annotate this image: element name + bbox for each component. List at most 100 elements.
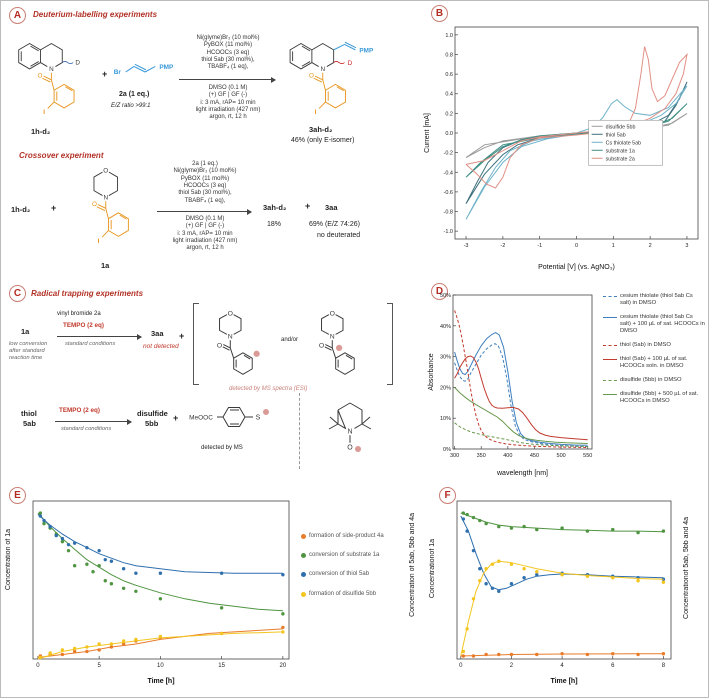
label-thiol: thiol bbox=[21, 409, 37, 418]
panel-b: B -3 -2 -1 0 1 2 3 -1.0 -0.8 -0.6 -0.4 -0.2 0.0 0.2 0.… bbox=[419, 3, 708, 279]
svg-text:1: 1 bbox=[612, 243, 615, 249]
legend-item: conversion of substrate 1a bbox=[301, 552, 407, 559]
atom-o: O bbox=[228, 310, 233, 317]
atom-n: N bbox=[103, 195, 108, 202]
uv-legend: cesium thiolate (thiol 5ab Cs salt) in D… bbox=[603, 293, 705, 411]
panel-a-badge: A bbox=[9, 7, 26, 24]
svg-text:substrate 1a: substrate 1a bbox=[606, 148, 635, 154]
svg-text:-1.0: -1.0 bbox=[444, 229, 453, 235]
atom-i: I bbox=[315, 109, 317, 116]
svg-text:1.0: 1.0 bbox=[445, 33, 453, 39]
legend-item: thiol (5ab) in DMSO bbox=[603, 342, 705, 349]
panel-b-badge: B bbox=[431, 5, 448, 22]
legend-line-sample bbox=[603, 316, 617, 318]
panel-c: C Radical trapping experiments 1a low co… bbox=[3, 281, 419, 481]
panel-e: E Concentration of 1a 0 5 10 15 20 Time [h] f… bbox=[3, 483, 423, 697]
note-not-detected: not detected bbox=[143, 343, 179, 350]
structure-3ah-d2: N O PMP D I bbox=[289, 41, 374, 116]
legend-label: conversion of substrate 1a bbox=[309, 552, 380, 559]
svg-text:-0.8: -0.8 bbox=[444, 210, 453, 216]
label-tempo-1: TEMPO (2 eq) bbox=[63, 322, 104, 329]
svg-text:10%: 10% bbox=[440, 416, 451, 422]
panel-c-title: Radical trapping experiments bbox=[31, 289, 144, 298]
reaction-arrow-c2 bbox=[55, 418, 132, 425]
legend-item: disulfide (5bb) + 500 µL of sat. HCOOCs … bbox=[603, 391, 705, 405]
plus-sign: + bbox=[173, 413, 179, 423]
note-standard-conditions-1: standard conditions bbox=[65, 341, 116, 347]
svg-text:550: 550 bbox=[583, 453, 592, 459]
legend-label: thiol (5ab) + 100 µL of sat. HCOOCs soln… bbox=[620, 355, 688, 369]
svg-text:Time [h]: Time [h] bbox=[147, 678, 174, 685]
atom-o: O bbox=[347, 445, 353, 452]
legend-marker bbox=[301, 572, 306, 578]
svg-text:-3: -3 bbox=[464, 243, 469, 249]
svg-text:0%: 0% bbox=[443, 447, 451, 453]
legend-marker bbox=[301, 553, 306, 559]
legend-label: thiol (5ab) in DMSO bbox=[620, 341, 671, 348]
svg-text:30%: 30% bbox=[440, 355, 451, 361]
atom-o: O bbox=[330, 310, 335, 317]
label-1a: 1a bbox=[101, 261, 110, 270]
svg-text:Cs thiolate 5ab: Cs thiolate 5ab bbox=[606, 140, 641, 146]
atom-o: O bbox=[38, 73, 43, 80]
panel-d: D 300 350 400 450 500 550 0% 10% 20% 30% 40% 50% wav… bbox=[419, 281, 708, 481]
f-ylabel-left: Concentrationof 1a bbox=[429, 539, 436, 599]
label-3aa-c: 3aa bbox=[151, 329, 164, 338]
legend-line-sample bbox=[603, 358, 617, 360]
svg-text:0: 0 bbox=[459, 663, 463, 669]
plus-sign: + bbox=[305, 201, 311, 211]
legend-item: disulfide (5bb) in DMSO bbox=[603, 377, 705, 384]
panel-c-badge: C bbox=[9, 285, 26, 302]
legend-marker bbox=[301, 591, 306, 597]
kinetics-e-legend: formation of side-product 4a conversion o… bbox=[301, 533, 407, 610]
conditions-above-1: Ni(glyme)Br₂ (10 mol%) PyBOX (11 mol%) H… bbox=[196, 35, 260, 71]
legend-label: conversion of thiol 5ab bbox=[309, 571, 370, 578]
legend-marker bbox=[301, 534, 306, 539]
label-5bb: 5bb bbox=[145, 419, 159, 428]
cv-plot: -3 -2 -1 0 1 2 3 -1.0 -0.8 -0.6 -0.4 -0.2 0.0 0.2 0.4 0… bbox=[421, 19, 706, 276]
crossover-title: Crossover experiment bbox=[19, 151, 104, 160]
atom-pmp: PMP bbox=[159, 64, 174, 71]
legend-line-sample bbox=[603, 296, 617, 297]
svg-text:Time [h]: Time [h] bbox=[550, 678, 577, 685]
conditions-below-1: DMSO (0.1 M) (+) GF | GF (-) i: 3 mA, rA… bbox=[195, 85, 261, 121]
svg-text:-0.2: -0.2 bbox=[444, 151, 453, 157]
label-2a-ez: E/Z ratio >99:1 bbox=[111, 103, 151, 109]
svg-text:350: 350 bbox=[477, 453, 486, 459]
structure-1h-d2: N O D I bbox=[18, 42, 80, 116]
svg-text:Potential [V] (vs. AgNO₃): Potential [V] (vs. AgNO₃) bbox=[538, 264, 615, 271]
atom-o: O bbox=[309, 73, 314, 80]
svg-text:500: 500 bbox=[557, 453, 566, 459]
atom-n: N bbox=[49, 66, 54, 73]
radical-dot bbox=[263, 409, 269, 415]
e-ylabel-left: Concentration of 1a bbox=[5, 529, 12, 591]
group-meooc: MeOOC bbox=[189, 414, 213, 421]
legend-item: cesium thiolate (thiol 5ab Cs salt) + 10… bbox=[603, 314, 705, 335]
svg-text:2: 2 bbox=[649, 243, 652, 249]
atom-o: O bbox=[103, 168, 108, 175]
structure-thiyl-radical: MeOOC S bbox=[189, 407, 269, 427]
conditions-above-2: 2a (1 eq.) Ni(glyme)Br₂ (10 mol%) PyBOX … bbox=[173, 161, 237, 204]
yield-18: 18% bbox=[267, 221, 282, 228]
legend-label: formation of side-product 4a bbox=[309, 533, 384, 539]
atom-n: N bbox=[228, 334, 233, 341]
label-vinyl-bromide: vinyl bromide 2a bbox=[57, 311, 101, 317]
svg-text:0.0: 0.0 bbox=[445, 131, 453, 137]
legend-line-sample bbox=[603, 393, 617, 395]
structure-radical-adduct-1: O N O bbox=[215, 308, 260, 375]
svg-text:50%: 50% bbox=[440, 293, 451, 299]
legend-label: disulfide (5bb) in DMSO bbox=[620, 376, 682, 383]
atom-o: O bbox=[217, 342, 222, 349]
atom-n: N bbox=[320, 66, 325, 73]
svg-text:-2: -2 bbox=[500, 243, 505, 249]
panel-a-title: Deuterium-labelling experiments bbox=[33, 10, 158, 19]
svg-text:20%: 20% bbox=[440, 385, 451, 391]
note-standard-conditions-2: standard conditions bbox=[61, 426, 112, 432]
svg-text:disulfide 5bb: disulfide 5bb bbox=[606, 124, 636, 130]
uv-plot: 300 350 400 450 500 550 0% 10% 20% 30% 40% 50% wavel… bbox=[425, 289, 597, 482]
svg-text:15: 15 bbox=[218, 663, 225, 669]
divider-dashed bbox=[299, 393, 300, 469]
svg-text:0.8: 0.8 bbox=[445, 52, 453, 58]
panel-a: A Deuterium-labelling experiments N O D bbox=[3, 3, 419, 279]
reaction-arrow-2 bbox=[157, 208, 252, 215]
